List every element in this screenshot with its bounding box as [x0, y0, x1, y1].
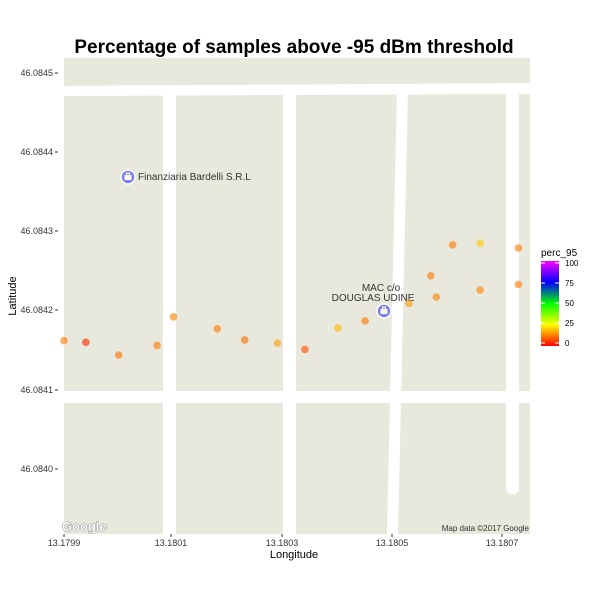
poi-finanziaria[interactable]: Finanziaria Bardelli S.R.L	[120, 169, 251, 185]
legend-label: 75	[565, 279, 574, 288]
map-attribution: Map data ©2017 Google	[442, 524, 530, 533]
briefcase-handle-icon	[382, 306, 386, 310]
y-tick-label: 46.0841	[20, 385, 53, 395]
chart-title: Percentage of samples above -95 dBm thre…	[74, 37, 513, 58]
poi-label: Finanziaria Bardelli S.R.L	[138, 172, 251, 183]
data-point	[361, 317, 369, 325]
x-axis: 13.1799 13.1801 13.1803 13.1805 13.1807	[48, 534, 519, 548]
legend-label: 0	[565, 339, 570, 348]
data-point	[169, 313, 178, 321]
legend-colorbar	[541, 261, 559, 346]
briefcase-icon	[124, 175, 132, 180]
road-vertical-4	[506, 88, 519, 488]
data-point	[240, 336, 249, 344]
data-point	[82, 338, 90, 347]
data-point	[476, 239, 484, 248]
y-tick-label: 46.0845	[20, 68, 53, 78]
road-vertical-1	[163, 90, 176, 534]
data-point	[405, 299, 413, 308]
legend: perc_95 100 75 50 25 0	[541, 248, 579, 348]
data-point	[476, 286, 484, 294]
data-point	[273, 339, 282, 347]
google-logo: Google	[62, 519, 107, 534]
poi-label-line1: MAC c/o	[362, 283, 401, 294]
x-tick-label: 13.1799	[48, 538, 81, 548]
data-points	[60, 239, 523, 359]
x-axis-title: Longitude	[270, 549, 318, 561]
x-tick-label: 13.1801	[155, 538, 188, 548]
x-tick-label: 13.1807	[486, 538, 519, 548]
x-tick-label: 13.1805	[376, 538, 409, 548]
road-vertical-2	[283, 90, 296, 534]
data-point	[432, 293, 441, 301]
map-roads	[58, 58, 530, 534]
y-tick-label: 46.0842	[20, 305, 53, 315]
x-tick-label: 13.1803	[266, 538, 299, 548]
data-point	[334, 324, 342, 332]
y-axis: 46.0845 46.0844 46.0843 46.0842 46.0841 …	[20, 68, 58, 474]
road-end-cap	[506, 481, 519, 495]
briefcase-handle-icon	[126, 172, 130, 176]
data-point	[514, 244, 523, 252]
y-tick-label: 46.0844	[20, 147, 53, 157]
y-tick-label: 46.0843	[20, 226, 53, 236]
map-panel: Finanziaria Bardelli S.R.L MAC c/o DOUGL…	[58, 58, 530, 534]
data-point	[514, 280, 523, 289]
data-point	[213, 325, 222, 333]
data-point	[153, 341, 161, 350]
legend-label: 50	[565, 299, 574, 308]
data-point	[427, 272, 435, 280]
road-vertical-3	[387, 90, 408, 534]
legend-label: 100	[565, 259, 579, 268]
road-west-edge	[58, 58, 64, 534]
data-point	[60, 336, 68, 345]
data-point	[114, 351, 123, 359]
briefcase-icon	[380, 309, 388, 314]
legend-label: 25	[565, 319, 574, 328]
data-point	[448, 241, 457, 249]
legend-title: perc_95	[541, 248, 578, 259]
data-point	[301, 345, 309, 354]
y-tick-label: 46.0840	[20, 464, 53, 474]
y-axis-title: Latitude	[7, 276, 19, 315]
poi-label-line2: DOUGLAS UDINE	[332, 293, 415, 304]
poi-mac-douglas[interactable]: MAC c/o DOUGLAS UDINE	[332, 283, 415, 319]
